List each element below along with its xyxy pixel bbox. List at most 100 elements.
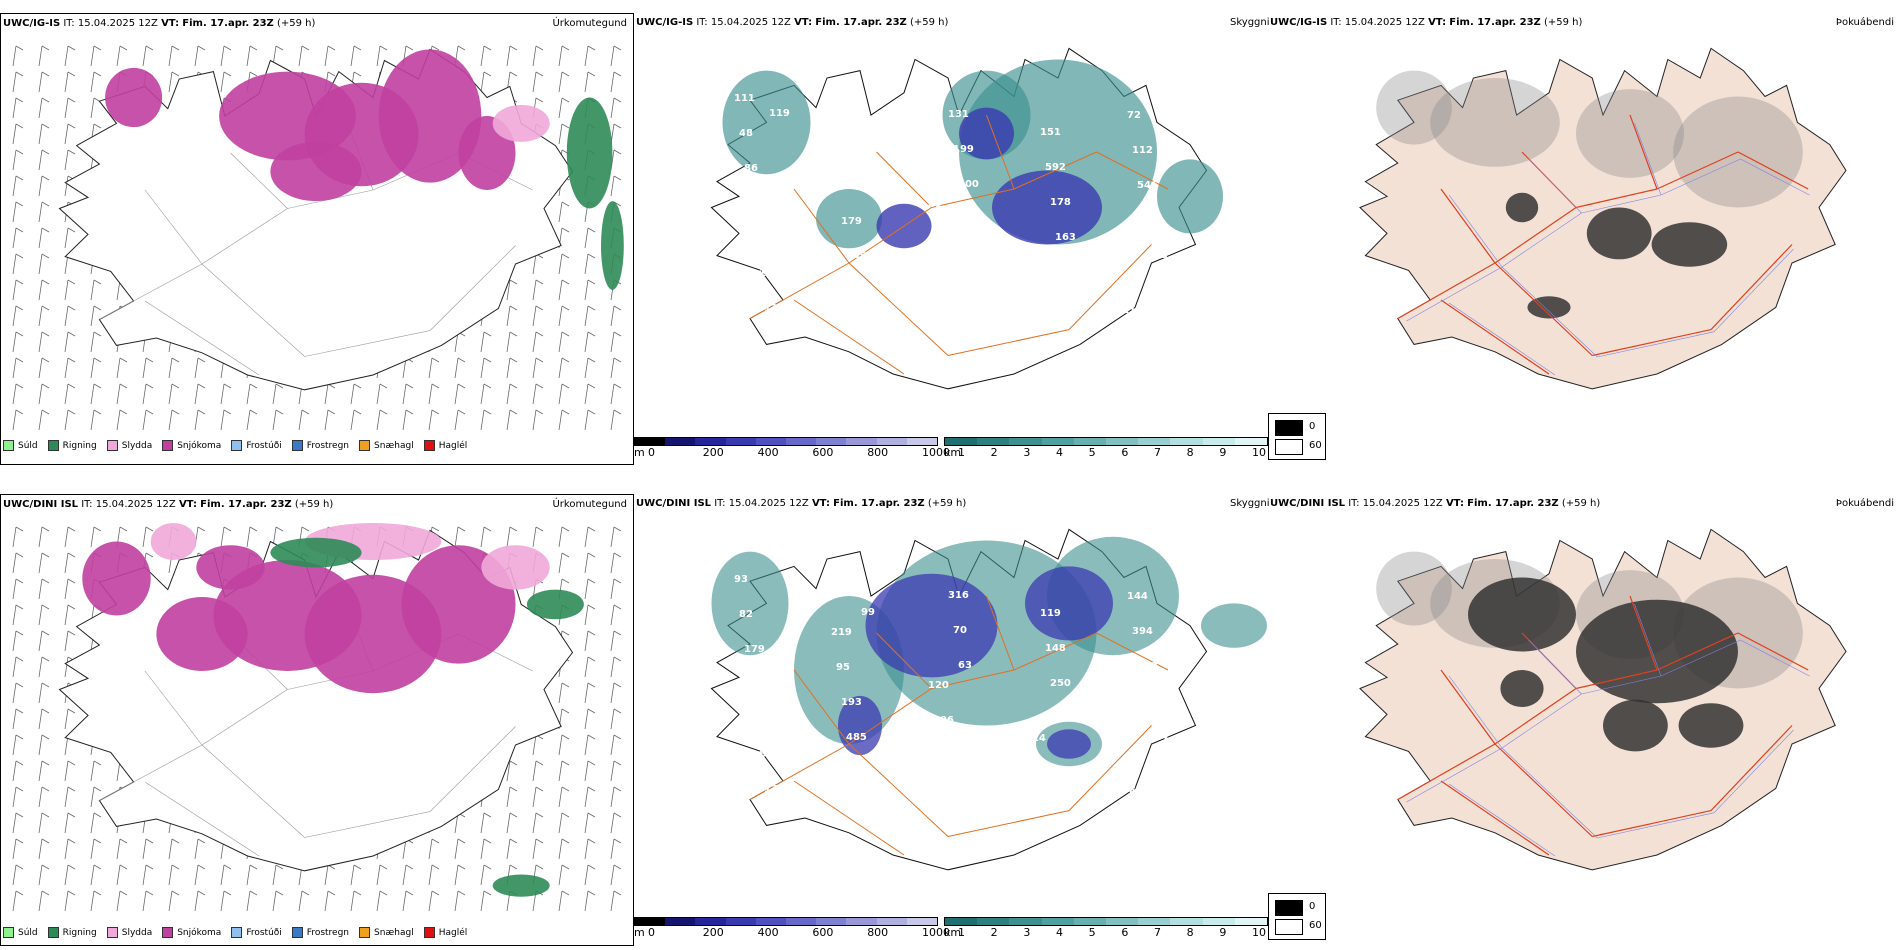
legend-item: Súld <box>3 927 38 938</box>
wind-barb <box>558 409 570 431</box>
scale-cells <box>944 917 1268 926</box>
wind-barb <box>532 383 544 405</box>
wind-barb <box>38 552 50 574</box>
field-patch <box>492 104 550 142</box>
precip-type-panel-top: UWC/IG-IS IT: 15.04.2025 12Z VT: Fim. 17… <box>0 13 634 465</box>
peak-label: 333 <box>1025 252 1046 263</box>
peak-label: 111 <box>734 93 755 104</box>
wind-barb <box>454 838 466 860</box>
field-patch <box>196 545 265 590</box>
wind-barb <box>584 708 596 730</box>
wind-barb <box>428 864 440 886</box>
peak-label: 114 <box>1147 731 1168 742</box>
scale-cells <box>944 437 1268 446</box>
wind-barb <box>480 383 492 405</box>
road <box>1440 669 1496 745</box>
peak-label: 178 <box>1050 197 1071 208</box>
road <box>1494 262 1593 356</box>
peak-label: 110 <box>1122 305 1143 316</box>
wind-barb <box>454 890 466 912</box>
wind-barb <box>584 552 596 574</box>
wind-barb <box>116 838 128 860</box>
wind-barb <box>610 123 622 145</box>
wind-barb <box>38 812 50 834</box>
road <box>144 781 260 857</box>
wind-barb <box>558 526 570 548</box>
scale-tick: 1 <box>958 446 965 459</box>
wind-barb <box>220 383 232 405</box>
wind-barb <box>402 383 414 405</box>
wind-barb <box>428 357 440 379</box>
wind-barb <box>38 760 50 782</box>
field-patch <box>601 201 624 290</box>
wind-barb <box>38 383 50 405</box>
wind-barb <box>38 149 50 171</box>
wind-barb <box>584 357 596 379</box>
wind-barb <box>610 331 622 353</box>
scale-tick: 9 <box>1219 446 1227 459</box>
wind-barb <box>12 604 24 626</box>
wind-barb <box>64 149 76 171</box>
wind-barb <box>194 383 206 405</box>
wind-barb <box>428 383 440 405</box>
scale-cell <box>1234 918 1267 925</box>
legend-label: Rigning <box>62 440 97 451</box>
peak-label: 76 <box>1122 786 1136 797</box>
field-patch <box>150 523 197 560</box>
scale-cell <box>725 438 756 445</box>
wind-barb <box>142 45 154 67</box>
road <box>1656 632 1739 671</box>
wind-barb <box>90 331 102 353</box>
legend-item: Frostúði <box>231 927 282 938</box>
peak-label: 122 <box>1142 696 1163 707</box>
road <box>1501 747 1598 839</box>
wind-barb <box>558 279 570 301</box>
scale-cell <box>1202 918 1235 925</box>
scale-tick: 0 <box>648 446 655 459</box>
wind-barb <box>90 838 102 860</box>
wind-barb <box>38 305 50 327</box>
road <box>201 208 288 265</box>
scale-tick: 600 <box>812 926 834 939</box>
scale-cell <box>1170 438 1203 445</box>
legend-item: Snæhagl <box>359 927 414 938</box>
scale-cell <box>695 438 726 445</box>
wind-barb <box>12 175 24 197</box>
wind-barb <box>64 786 76 808</box>
peak-label: 93 <box>734 574 748 585</box>
wind-barb <box>116 890 128 912</box>
scale-cell <box>1105 438 1139 445</box>
scale-cell <box>977 918 1010 925</box>
wind-barb <box>298 890 310 912</box>
fog-map <box>1359 528 1847 871</box>
legend-label: Frostregn <box>306 927 350 938</box>
scale-tick: 4 <box>1056 926 1063 939</box>
road <box>1440 299 1550 375</box>
visibility-panel-top: UWC/IG-IS IT: 15.04.2025 12Z VT: Fim. 17… <box>634 13 1270 465</box>
wind-barb <box>116 864 128 886</box>
peak-label: 188 <box>1152 285 1173 296</box>
peak-label: 151 <box>1040 127 1061 138</box>
legend-label: Snæhagl <box>374 440 414 451</box>
legend-item: Frostregn <box>291 927 350 938</box>
scale-cell <box>1170 918 1203 925</box>
field-patch <box>270 141 362 202</box>
field-patch <box>1201 603 1267 648</box>
fog-label-0: 0 <box>1309 901 1316 912</box>
wind-barb <box>168 45 180 67</box>
wind-barb <box>194 526 206 548</box>
road <box>1501 693 1582 749</box>
wind-barb <box>610 305 622 327</box>
scale-tick: 8 <box>1186 926 1194 939</box>
scale-cell <box>665 918 696 925</box>
peak-label: 118 <box>866 161 887 172</box>
road <box>1448 675 1503 749</box>
road <box>793 669 850 745</box>
road <box>1629 114 1658 190</box>
legend-label: Súld <box>18 927 38 938</box>
field-patch <box>82 541 151 616</box>
wind-barb <box>38 526 50 548</box>
panel-title: UWC/DINI ISL IT: 15.04.2025 12Z VT: Fim.… <box>636 498 967 509</box>
panel-title: UWC/DINI ISL IT: 15.04.2025 12Z VT: Fim.… <box>1270 498 1601 509</box>
wind-barb <box>558 682 570 704</box>
